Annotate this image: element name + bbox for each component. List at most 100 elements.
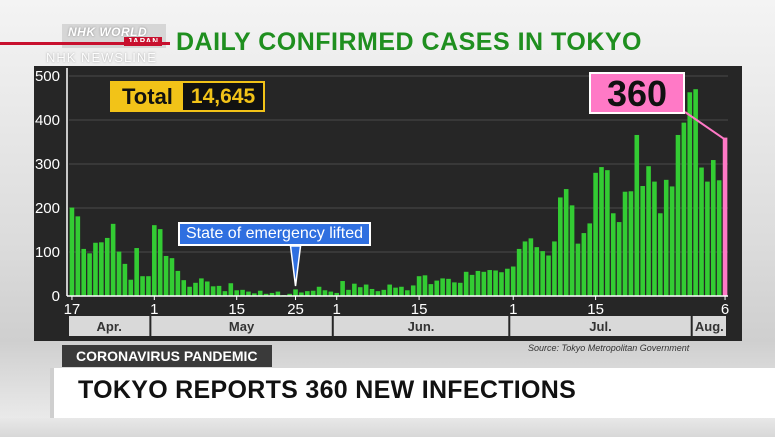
bar (534, 247, 540, 296)
bar (181, 280, 187, 296)
bar (457, 282, 463, 296)
bar (610, 213, 616, 296)
bar (222, 291, 228, 296)
x-tick-label: 15 (587, 301, 604, 318)
bar (169, 258, 175, 296)
bar (257, 290, 263, 296)
month-label: Jun. (408, 319, 435, 334)
bar (716, 180, 722, 296)
y-tick-label: 200 (35, 200, 60, 217)
highlight-bar (722, 137, 728, 296)
bar (104, 237, 110, 296)
emergency-lifted-annotation: State of emergency lifted (178, 222, 371, 246)
bar (152, 225, 157, 296)
bar (428, 284, 434, 296)
bar (616, 222, 622, 296)
logo-subtext: JAPAN (124, 37, 162, 46)
bar (493, 270, 498, 296)
bar (563, 189, 569, 296)
bar (640, 186, 645, 296)
lower-third-bar (50, 368, 775, 418)
source-credit: Source: Tokyo Metropolitan Government (528, 343, 690, 353)
red-accent-rule (0, 42, 170, 45)
callout-connector (684, 111, 726, 141)
bar (510, 266, 516, 296)
bar (681, 122, 687, 296)
bar (710, 160, 716, 296)
bar (346, 289, 351, 296)
bar (363, 284, 369, 296)
x-tick-label: 15 (228, 301, 245, 318)
bar (622, 191, 628, 296)
bar (505, 268, 510, 296)
bar (405, 290, 410, 296)
bar (446, 278, 451, 296)
x-tick-label: 6 (721, 301, 729, 318)
bar (87, 253, 92, 296)
y-tick-label: 0 (52, 288, 60, 305)
bar (487, 270, 492, 296)
bar (204, 281, 210, 296)
bar (110, 223, 116, 296)
bar (546, 255, 551, 296)
x-tick-label: 1 (150, 301, 158, 318)
bar (93, 242, 98, 296)
lower-third-accent (50, 368, 54, 418)
month-band (151, 316, 332, 336)
annotation-pointer (289, 245, 302, 287)
bar (481, 271, 487, 296)
month-band (692, 316, 726, 336)
x-tick-label: 1 (333, 301, 341, 318)
bar (663, 179, 669, 296)
bar (605, 170, 610, 296)
lower-third-headline: TOKYO REPORTS 360 NEW INFECTIONS (78, 376, 577, 404)
month-band (333, 316, 509, 336)
bar (652, 181, 657, 296)
bar (675, 134, 681, 296)
bar (352, 283, 357, 296)
chart-headline: DAILY CONFIRMED CASES IN TOKYO (176, 28, 642, 56)
bar (210, 286, 216, 296)
month-label: May (229, 319, 255, 334)
bar (216, 285, 222, 296)
bar (75, 216, 81, 296)
y-tick-label: 300 (35, 156, 60, 173)
bar (316, 286, 322, 296)
bar (416, 276, 422, 296)
month-label: Jul. (589, 319, 611, 334)
bar (69, 207, 75, 296)
bar (305, 291, 310, 296)
total-box: Total 14,645 (110, 81, 266, 112)
bar (593, 172, 598, 296)
bar (228, 283, 234, 296)
bar (322, 290, 328, 296)
x-tick-label: 1 (509, 301, 517, 318)
bar (163, 255, 169, 296)
bar (116, 251, 122, 296)
bar (569, 205, 575, 296)
bar (99, 242, 104, 296)
x-tick-label: 15 (411, 301, 428, 318)
bar (175, 270, 181, 296)
bar (357, 287, 363, 296)
bar (269, 292, 275, 296)
total-value: 14,645 (182, 83, 264, 110)
bar (375, 291, 381, 296)
bar (140, 276, 145, 296)
bar (522, 241, 528, 296)
footer-strip (0, 418, 775, 437)
bar (199, 278, 204, 296)
bar (516, 248, 522, 296)
bar (128, 279, 134, 296)
bar (634, 134, 640, 296)
month-label: Apr. (97, 319, 122, 334)
x-tick-label: 25 (287, 301, 304, 318)
bar (246, 291, 251, 296)
bar (540, 251, 545, 296)
bar (263, 293, 269, 296)
bar (528, 238, 534, 296)
x-tick-label: 17 (64, 301, 81, 318)
bar (81, 248, 87, 296)
bar (240, 289, 245, 296)
